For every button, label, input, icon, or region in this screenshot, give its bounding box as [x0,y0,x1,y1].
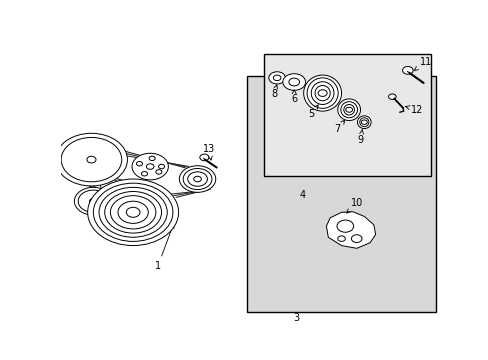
Circle shape [317,90,326,96]
Ellipse shape [343,104,354,115]
Circle shape [282,74,305,90]
Ellipse shape [310,82,333,104]
Circle shape [200,154,208,161]
Circle shape [78,190,108,212]
Circle shape [273,75,280,81]
Circle shape [179,166,215,192]
Circle shape [361,120,366,125]
Text: 3: 3 [292,312,299,323]
Ellipse shape [337,99,360,121]
Text: 12: 12 [405,105,423,115]
Text: 6: 6 [290,90,297,104]
Circle shape [136,162,142,166]
Ellipse shape [303,75,341,111]
Circle shape [351,235,361,243]
Circle shape [104,192,161,233]
Text: 8: 8 [270,85,277,99]
Circle shape [118,201,148,223]
Circle shape [146,164,154,169]
Circle shape [89,198,97,204]
Circle shape [187,172,207,186]
Circle shape [336,220,353,232]
Circle shape [193,176,201,182]
Circle shape [87,156,96,163]
Ellipse shape [340,102,357,118]
Circle shape [55,133,127,186]
Circle shape [183,168,211,190]
Text: 9: 9 [357,130,363,145]
Circle shape [141,171,147,176]
Circle shape [345,107,352,112]
Text: 11: 11 [413,57,431,71]
FancyBboxPatch shape [246,76,435,312]
Circle shape [158,164,164,169]
Circle shape [110,195,156,229]
Circle shape [87,179,178,246]
Circle shape [99,187,167,237]
Circle shape [388,94,395,99]
Text: 2: 2 [79,138,102,155]
Text: 7: 7 [334,120,344,134]
Circle shape [402,67,412,74]
Circle shape [61,138,122,182]
Ellipse shape [306,78,338,108]
Circle shape [132,153,168,180]
Ellipse shape [357,116,370,129]
Ellipse shape [359,118,368,127]
Circle shape [93,183,173,242]
Circle shape [288,78,299,86]
Circle shape [268,72,285,84]
Text: 1: 1 [154,224,174,271]
Text: 4: 4 [299,190,305,200]
Ellipse shape [314,85,329,101]
Polygon shape [326,212,375,248]
Circle shape [337,236,345,242]
Text: 10: 10 [346,198,363,213]
FancyBboxPatch shape [264,54,430,176]
Circle shape [156,170,162,174]
Text: 5: 5 [307,105,318,119]
Circle shape [126,207,140,217]
Circle shape [149,156,155,161]
Text: 13: 13 [203,144,215,160]
Circle shape [74,187,112,215]
